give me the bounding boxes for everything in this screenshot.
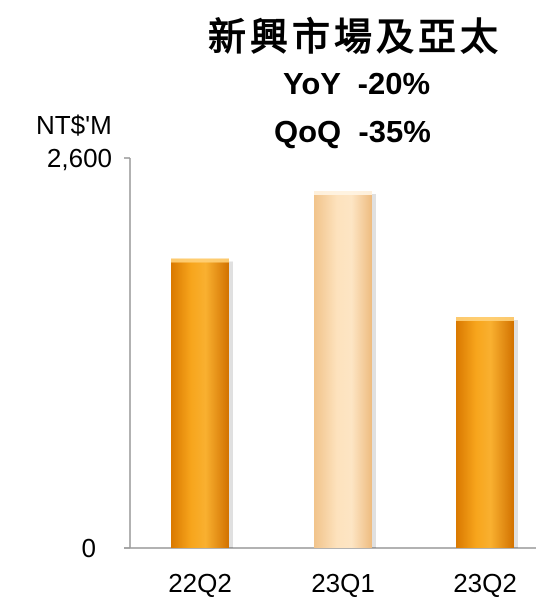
bar-23Q1 <box>314 191 376 548</box>
y-tick-label-zero: 0 <box>82 533 96 563</box>
bar-22Q2 <box>171 258 233 548</box>
x-tick-label-23Q2: 23Q2 <box>453 568 517 598</box>
bar-23Q2 <box>456 317 518 548</box>
x-tick-label-22Q2: 22Q2 <box>168 568 232 598</box>
y-axis-unit-label: NT$'M <box>36 110 112 140</box>
x-tick-label-23Q1: 23Q1 <box>311 568 375 598</box>
qoq-annotation: QoQ -35% <box>274 114 431 149</box>
yoy-annotation: YoY -20% <box>283 66 431 101</box>
chart-title: 新興市場及亞太 <box>207 14 502 59</box>
y-tick-label-max: 2,600 <box>47 143 112 173</box>
